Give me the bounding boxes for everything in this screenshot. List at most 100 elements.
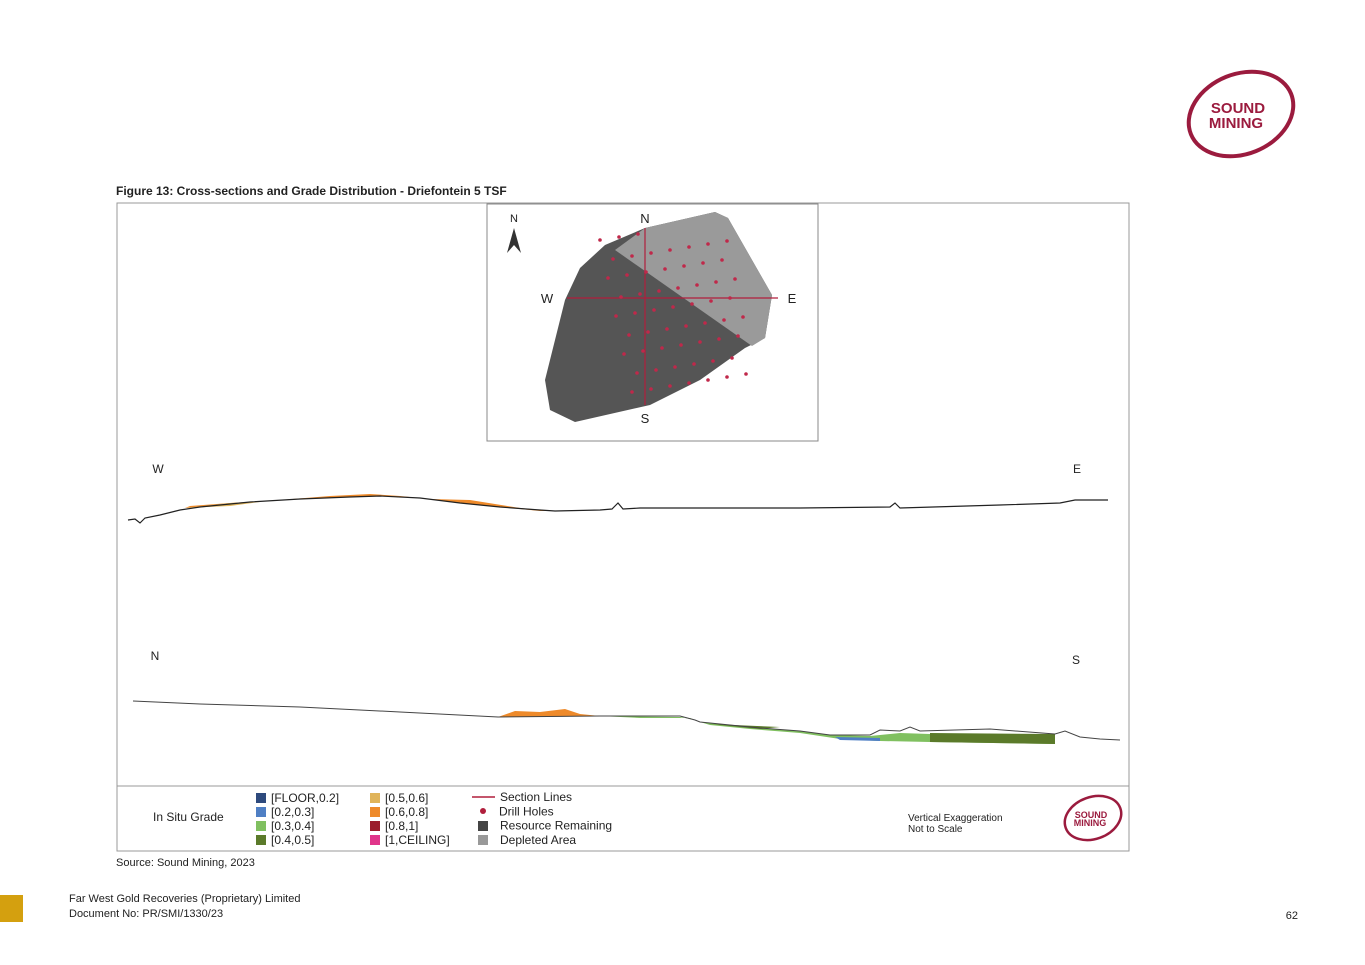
drill-hole [703,321,707,325]
key-symbol [478,821,488,831]
inset-map: N N E S W [486,203,819,442]
drill-hole [730,356,734,360]
drill-hole [706,242,710,246]
legend-swatch [256,821,266,831]
legend-note: Vertical Exaggeration [908,813,1003,824]
grade-fill [600,716,700,722]
section-label: N [151,649,160,663]
drill-hole [668,384,672,388]
legend-note: Not to Scale [908,824,963,835]
drill-hole [744,372,748,376]
page-number: 62 [1286,910,1298,922]
drill-hole [741,315,745,319]
drill-hole [633,311,637,315]
drill-hole [619,295,623,299]
logo-text: SOUND [1075,810,1108,820]
drill-hole [679,343,683,347]
section-profile [132,700,1121,741]
drill-hole [722,318,726,322]
section-label: S [1072,653,1080,667]
drill-hole [622,352,626,356]
compass-label: E [788,291,797,306]
compass-label: W [541,291,554,306]
compass-label: N [640,211,649,226]
drill-hole [728,296,732,300]
legend-label: [0.2,0.3] [271,805,314,819]
legend-label: [0.5,0.6] [385,791,428,805]
logo-text: MINING [1074,818,1107,828]
legend-swatch [370,807,380,817]
north-arrow-label: N [510,213,518,225]
drill-hole [709,299,713,303]
drill-hole [657,289,661,293]
drill-hole [660,346,664,350]
drill-hole [736,334,740,338]
drill-hole [684,324,688,328]
section-we: W E [127,462,1108,524]
section-label: W [152,462,164,476]
legend-swatch [370,821,380,831]
figure-frame [116,202,1130,852]
legend-key: Depleted Area [500,833,576,847]
drill-hole [698,340,702,344]
drill-hole [668,248,672,252]
drill-hole [652,308,656,312]
drill-hole [673,365,677,369]
legend-label: [0.4,0.5] [271,833,314,847]
drill-hole [649,387,653,391]
logo-text: SOUND [1211,100,1265,117]
source: Source: Sound Mining, 2023 [116,857,255,869]
legend-key: Resource Remaining [500,819,612,833]
drill-hole [630,390,634,394]
drill-hole [638,292,642,296]
logo-text: MINING [1209,115,1263,132]
key-symbol [478,835,488,845]
grade-fill [185,494,552,511]
drill-hole [654,368,658,372]
legend-swatch [256,807,266,817]
drill-hole [701,261,705,265]
drill-hole [625,273,629,277]
legend-label: [0.6,0.8] [385,805,428,819]
drill-hole [663,267,667,271]
drill-hole [649,251,653,255]
drill-hole [725,375,729,379]
logo: SOUND MINING [1186,69,1296,159]
footer-document: Document No: PR/SMI/1330/23 [69,908,223,920]
section-label: E [1073,462,1081,476]
drill-hole [676,286,680,290]
drill-hole [627,333,631,337]
drill-hole [617,235,621,239]
section-ns: N S [132,649,1121,744]
drill-hole [598,238,602,242]
drill-hole [706,378,710,382]
key-symbol [480,808,486,814]
legend-label: [1,CEILING] [385,833,450,847]
legend-key: Section Lines [500,790,572,804]
grade-fill [835,737,880,741]
legend-swatch [256,793,266,803]
drill-hole [692,362,696,366]
drill-hole [614,314,618,318]
drill-hole [733,277,737,281]
figure-title: Figure 13: Cross-sections and Grade Dist… [116,184,507,198]
drill-hole [690,302,694,306]
drill-hole [687,381,691,385]
legend-swatch [370,793,380,803]
grade-fill [930,733,1055,744]
section-profile [127,495,1108,524]
logo-ring [1186,69,1296,159]
drill-hole [695,283,699,287]
drill-hole [606,276,610,280]
legend-label: [0.8,1] [385,819,418,833]
drill-hole [720,258,724,262]
tsf-depleted [615,212,772,346]
legend-swatch [370,835,380,845]
grade-fill [498,709,600,717]
legend-label: [0.3,0.4] [271,819,314,833]
drill-hole [630,254,634,258]
drill-hole [717,337,721,341]
drill-hole [714,280,718,284]
drill-hole [687,245,691,249]
